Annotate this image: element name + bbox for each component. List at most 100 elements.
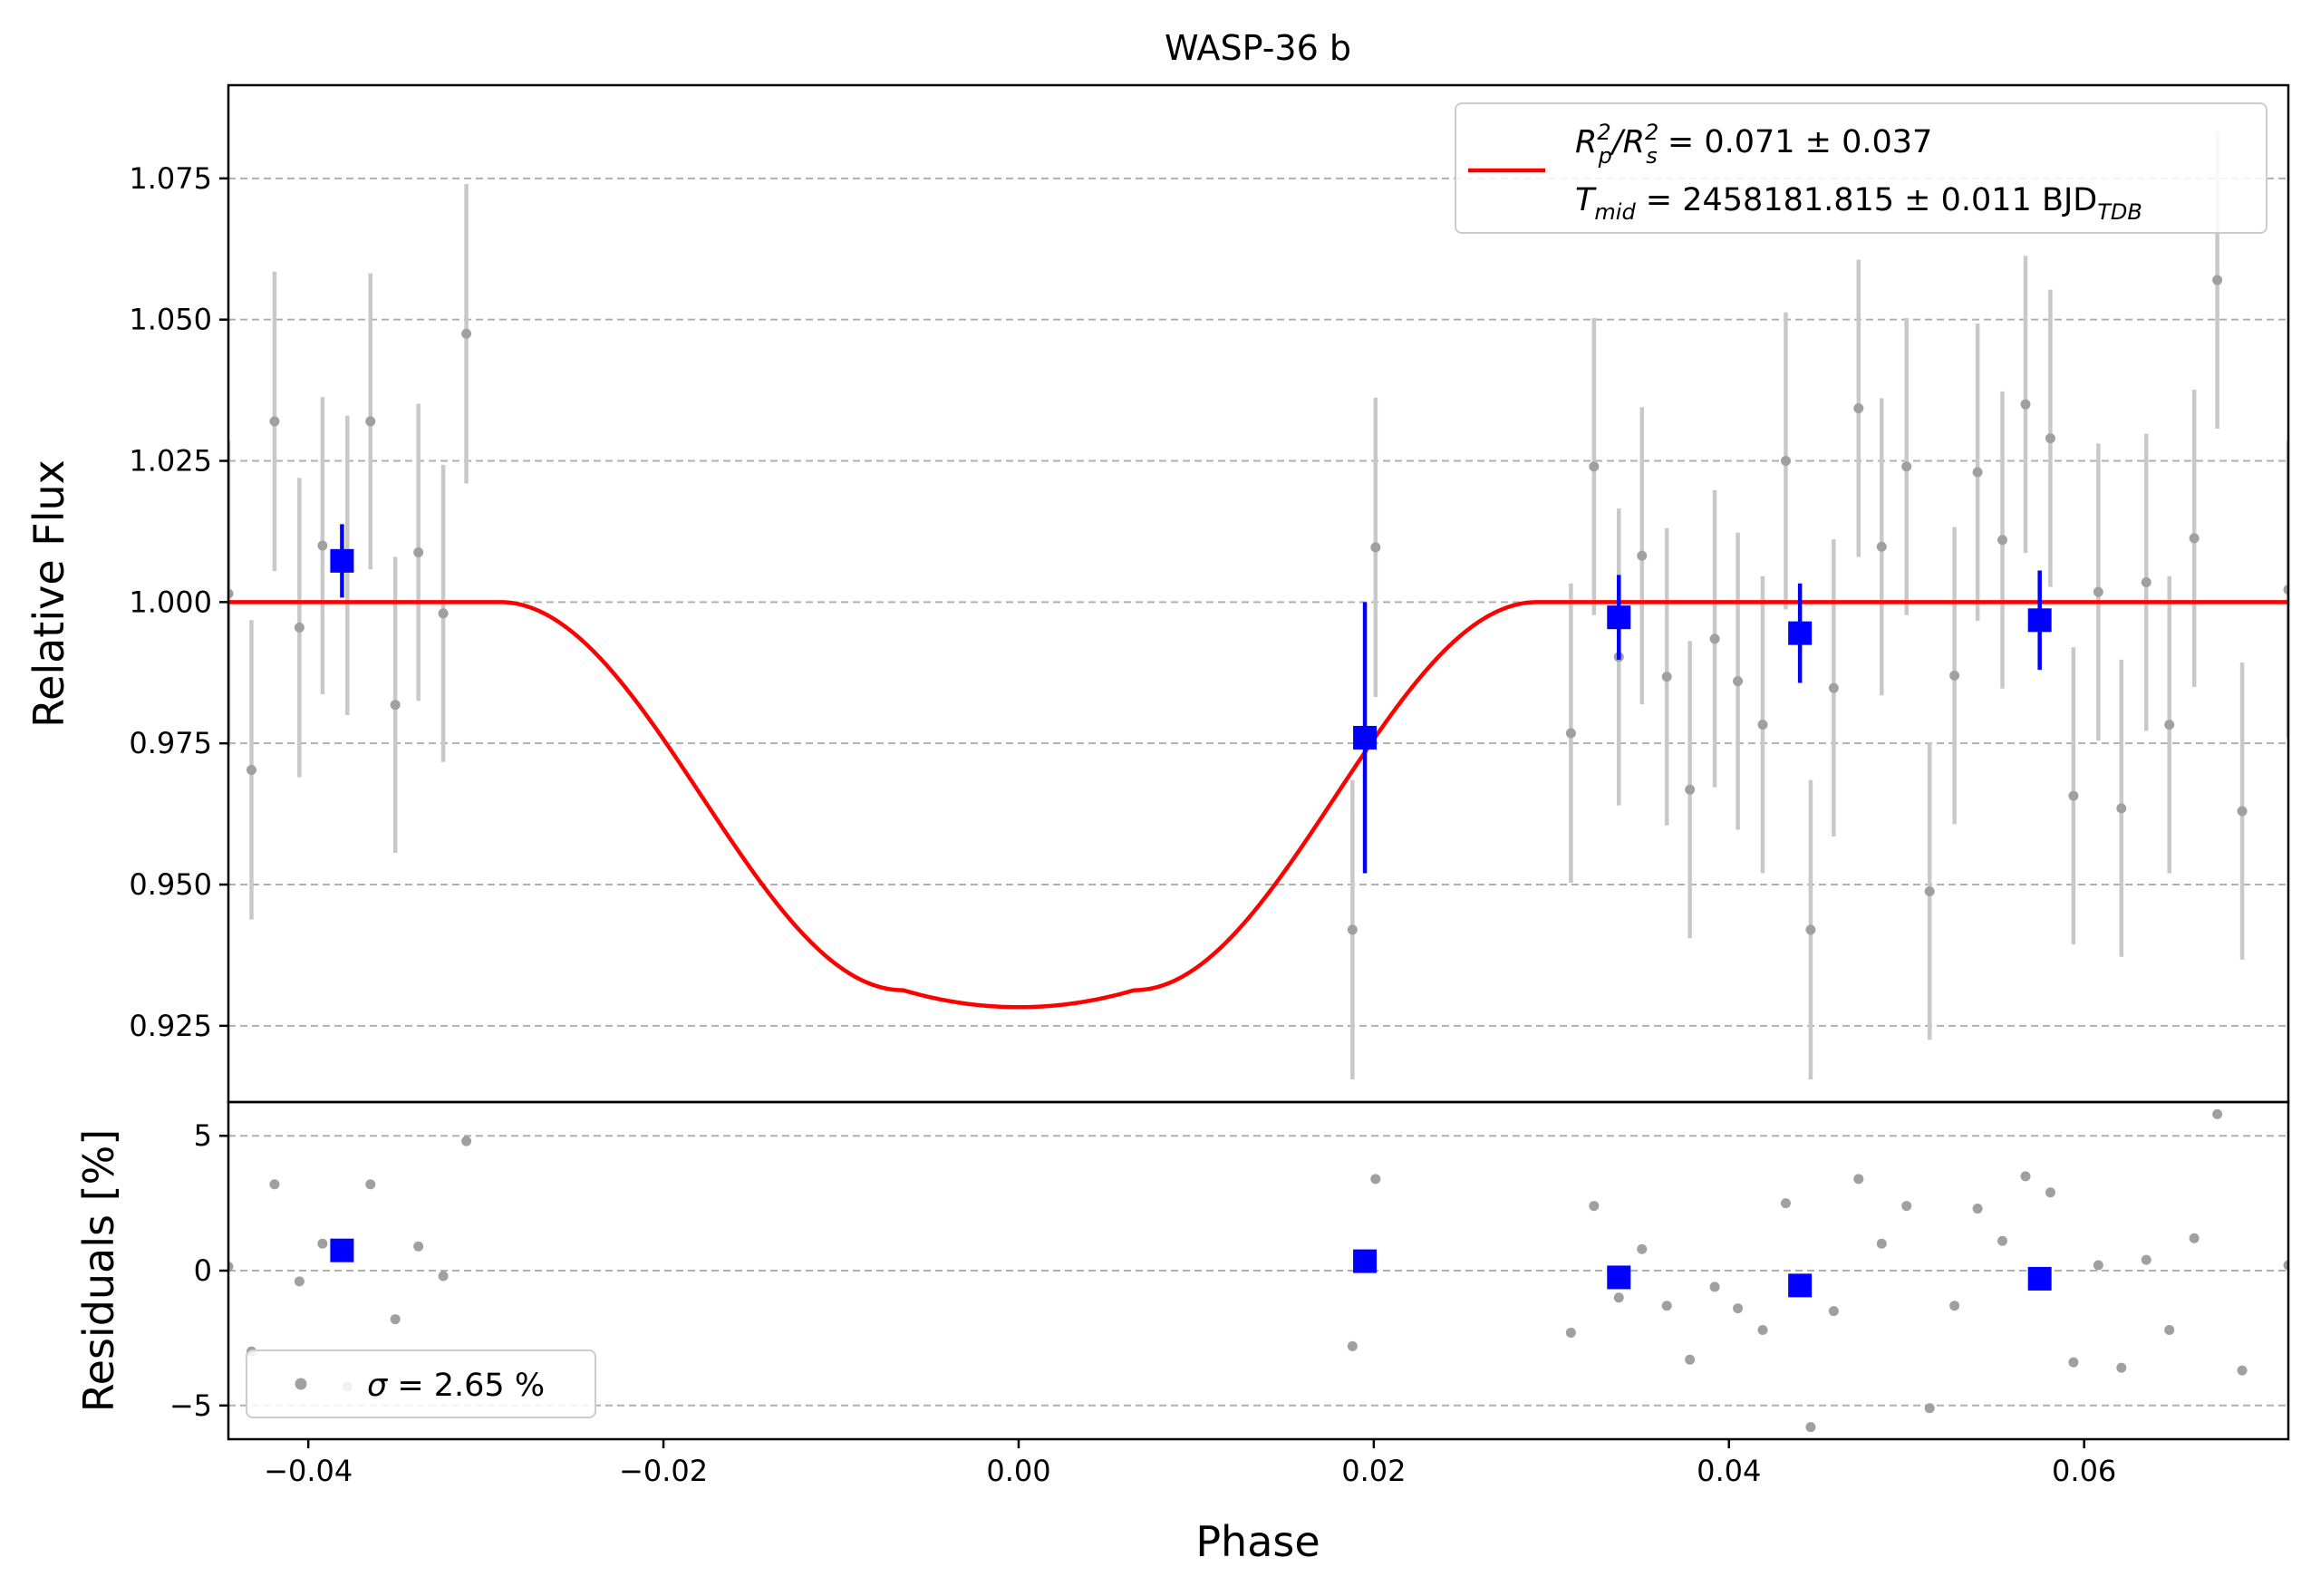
chart-title: WASP-36 b	[1165, 28, 1351, 68]
residual-raw-point	[1805, 1422, 1816, 1433]
raw-point	[294, 622, 305, 633]
residual-raw-point	[1924, 1403, 1935, 1414]
x-tick-label: 0.06	[2052, 1454, 2116, 1488]
raw-point	[461, 328, 472, 339]
raw-point	[1972, 467, 1983, 478]
main-y-tick-label: 1.025	[129, 444, 212, 479]
raw-point	[1589, 461, 1600, 472]
raw-point	[1370, 542, 1381, 553]
residual-legend: σ = 2.65 %	[246, 1349, 596, 1418]
raw-point	[2093, 586, 2103, 597]
raw-data-series	[228, 131, 2288, 1080]
residual-y-axis: −5 0 5	[169, 1118, 228, 1423]
residual-raw-point	[390, 1314, 401, 1325]
residual-raw-point	[2237, 1365, 2248, 1376]
raw-point	[269, 416, 280, 427]
raw-point	[2068, 790, 2079, 801]
residual-raw-point	[1733, 1303, 1744, 1314]
residual-binned-point	[2027, 1266, 2052, 1291]
raw-point	[390, 700, 401, 711]
residual-raw-point	[2116, 1362, 2127, 1373]
main-y-axis-label: Relative Flux	[24, 459, 73, 728]
raw-point	[1709, 634, 1720, 644]
residual-raw-point	[1661, 1301, 1672, 1311]
residual-raw-point	[1853, 1174, 1864, 1185]
binned-point	[1788, 621, 1813, 645]
residual-raw-point	[1828, 1306, 1839, 1317]
residual-raw-point	[413, 1241, 424, 1252]
main-y-tick-label: 0.975	[129, 726, 212, 760]
main-y-tick-label: 0.950	[129, 867, 212, 902]
raw-point	[1637, 550, 1648, 561]
raw-point	[1757, 720, 1768, 730]
raw-point	[2189, 533, 2200, 544]
residual-binned-point	[330, 1238, 354, 1262]
residual-raw-point	[1685, 1354, 1696, 1365]
raw-point	[317, 540, 328, 551]
residual-raw-point	[1370, 1174, 1381, 1185]
main-legend: R2 p/R2 s = 0.071 ± 0.037 Tmid = 2458181.8…	[1455, 102, 2267, 234]
raw-point	[1924, 885, 1935, 896]
residual-raw-point	[2141, 1254, 2151, 1265]
residual-raw-point	[1997, 1235, 2008, 1246]
residual-binned-point	[1353, 1249, 1378, 1273]
residual-binned-point	[1788, 1273, 1813, 1298]
residual-raw-point	[1347, 1340, 1358, 1351]
residual-raw-point	[228, 1262, 234, 1272]
main-gridlines	[228, 177, 2288, 1027]
raw-point	[2045, 433, 2055, 444]
raw-point	[1565, 728, 1576, 739]
legend-tmid-label: Tmid = 2458181.815 ± 0.011 BJDTDB	[1575, 182, 2142, 225]
residual-plot-area	[228, 1108, 2288, 1433]
raw-point	[1805, 924, 1816, 935]
main-plot-area	[228, 131, 2288, 1080]
residual-y-tick-label: −5	[169, 1388, 212, 1423]
residual-raw-point	[2020, 1171, 2031, 1182]
raw-point	[1997, 535, 2008, 546]
raw-point	[1780, 456, 1791, 467]
raw-point	[438, 608, 449, 619]
raw-point	[2212, 275, 2223, 285]
raw-point	[2020, 399, 2031, 410]
raw-point	[1733, 676, 1744, 687]
main-y-tick-label: 0.925	[129, 1009, 212, 1043]
residual-raw-point	[2189, 1233, 2200, 1243]
residual-raw-point	[269, 1179, 280, 1190]
raw-point	[365, 416, 376, 427]
residual-y-tick-label: 5	[194, 1118, 212, 1153]
residual-raw-point	[1901, 1201, 1912, 1212]
residual-raw-point	[317, 1238, 328, 1249]
raw-point	[2164, 720, 2175, 730]
x-tick-label: 0.00	[986, 1454, 1050, 1488]
raw-point	[1853, 403, 1864, 414]
residual-raw-point	[461, 1136, 472, 1146]
main-y-tick-label: 1.000	[129, 585, 212, 619]
raw-point	[1661, 672, 1672, 682]
raw-point	[246, 764, 256, 775]
residual-binned-point	[1607, 1265, 1631, 1290]
raw-point	[1347, 924, 1358, 935]
legend-depth-label: R2 p/R2 s = 0.071 ± 0.037	[1575, 120, 1932, 169]
residual-raw-point	[1780, 1198, 1791, 1209]
x-axis-label: Phase	[1195, 1517, 1320, 1566]
residual-raw-point	[2283, 1260, 2288, 1271]
transit-model-curve	[228, 600, 2288, 1010]
residual-binned-series	[330, 1238, 2052, 1298]
legend-sigma-label: σ = 2.65 %	[367, 1368, 545, 1404]
raw-point	[2141, 577, 2151, 588]
binned-point	[1607, 605, 1631, 630]
residual-legend-box	[246, 1349, 596, 1418]
residual-raw-point	[2045, 1187, 2055, 1198]
residual-raw-point	[2093, 1260, 2103, 1271]
raw-point	[1901, 461, 1912, 472]
residual-raw-point	[1565, 1327, 1576, 1338]
raw-point	[2116, 803, 2127, 814]
residual-raw-point	[2212, 1108, 2223, 1119]
raw-point	[1949, 670, 1960, 681]
residual-raw-point	[1972, 1204, 1983, 1214]
residual-y-tick-label: 0	[194, 1253, 212, 1288]
residual-raw-point	[438, 1271, 449, 1282]
binned-point	[2027, 608, 2052, 633]
